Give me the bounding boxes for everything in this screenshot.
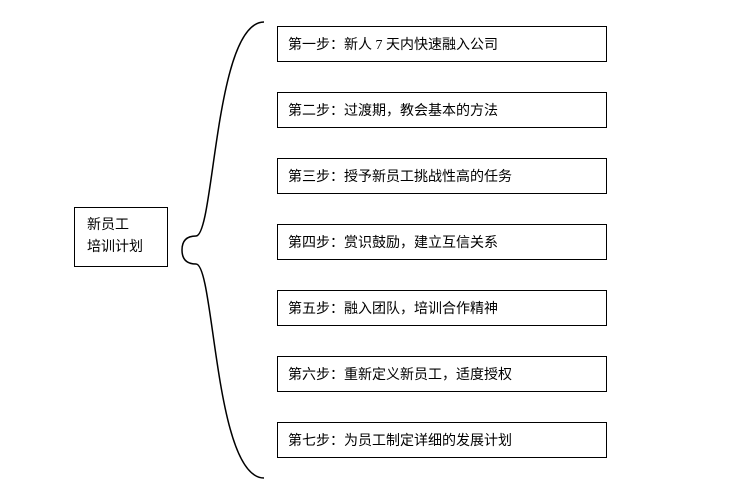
step-label: 第三步：授予新员工挑战性高的任务 — [288, 166, 512, 186]
step-node: 第二步：过渡期，教会基本的方法 — [277, 92, 607, 128]
step-node: 第六步：重新定义新员工，适度授权 — [277, 356, 607, 392]
step-label: 第二步：过渡期，教会基本的方法 — [288, 100, 498, 120]
step-label: 第一步：新人 7 天内快速融入公司 — [288, 34, 498, 54]
step-node: 第一步：新人 7 天内快速融入公司 — [277, 26, 607, 62]
brace-connector — [180, 20, 270, 480]
step-label: 第六步：重新定义新员工，适度授权 — [288, 364, 512, 384]
root-node: 新员工 培训计划 — [74, 207, 168, 267]
root-line-1: 新员工 — [87, 215, 155, 237]
root-line-2: 培训计划 — [87, 237, 155, 259]
step-label: 第四步：赏识鼓励，建立互信关系 — [288, 232, 498, 252]
diagram-canvas: 新员工 培训计划 第一步：新人 7 天内快速融入公司第二步：过渡期，教会基本的方… — [0, 0, 739, 501]
step-node: 第三步：授予新员工挑战性高的任务 — [277, 158, 607, 194]
step-node: 第四步：赏识鼓励，建立互信关系 — [277, 224, 607, 260]
step-node: 第七步：为员工制定详细的发展计划 — [277, 422, 607, 458]
step-label: 第五步：融入团队，培训合作精神 — [288, 298, 498, 318]
step-label: 第七步：为员工制定详细的发展计划 — [288, 430, 512, 450]
step-node: 第五步：融入团队，培训合作精神 — [277, 290, 607, 326]
